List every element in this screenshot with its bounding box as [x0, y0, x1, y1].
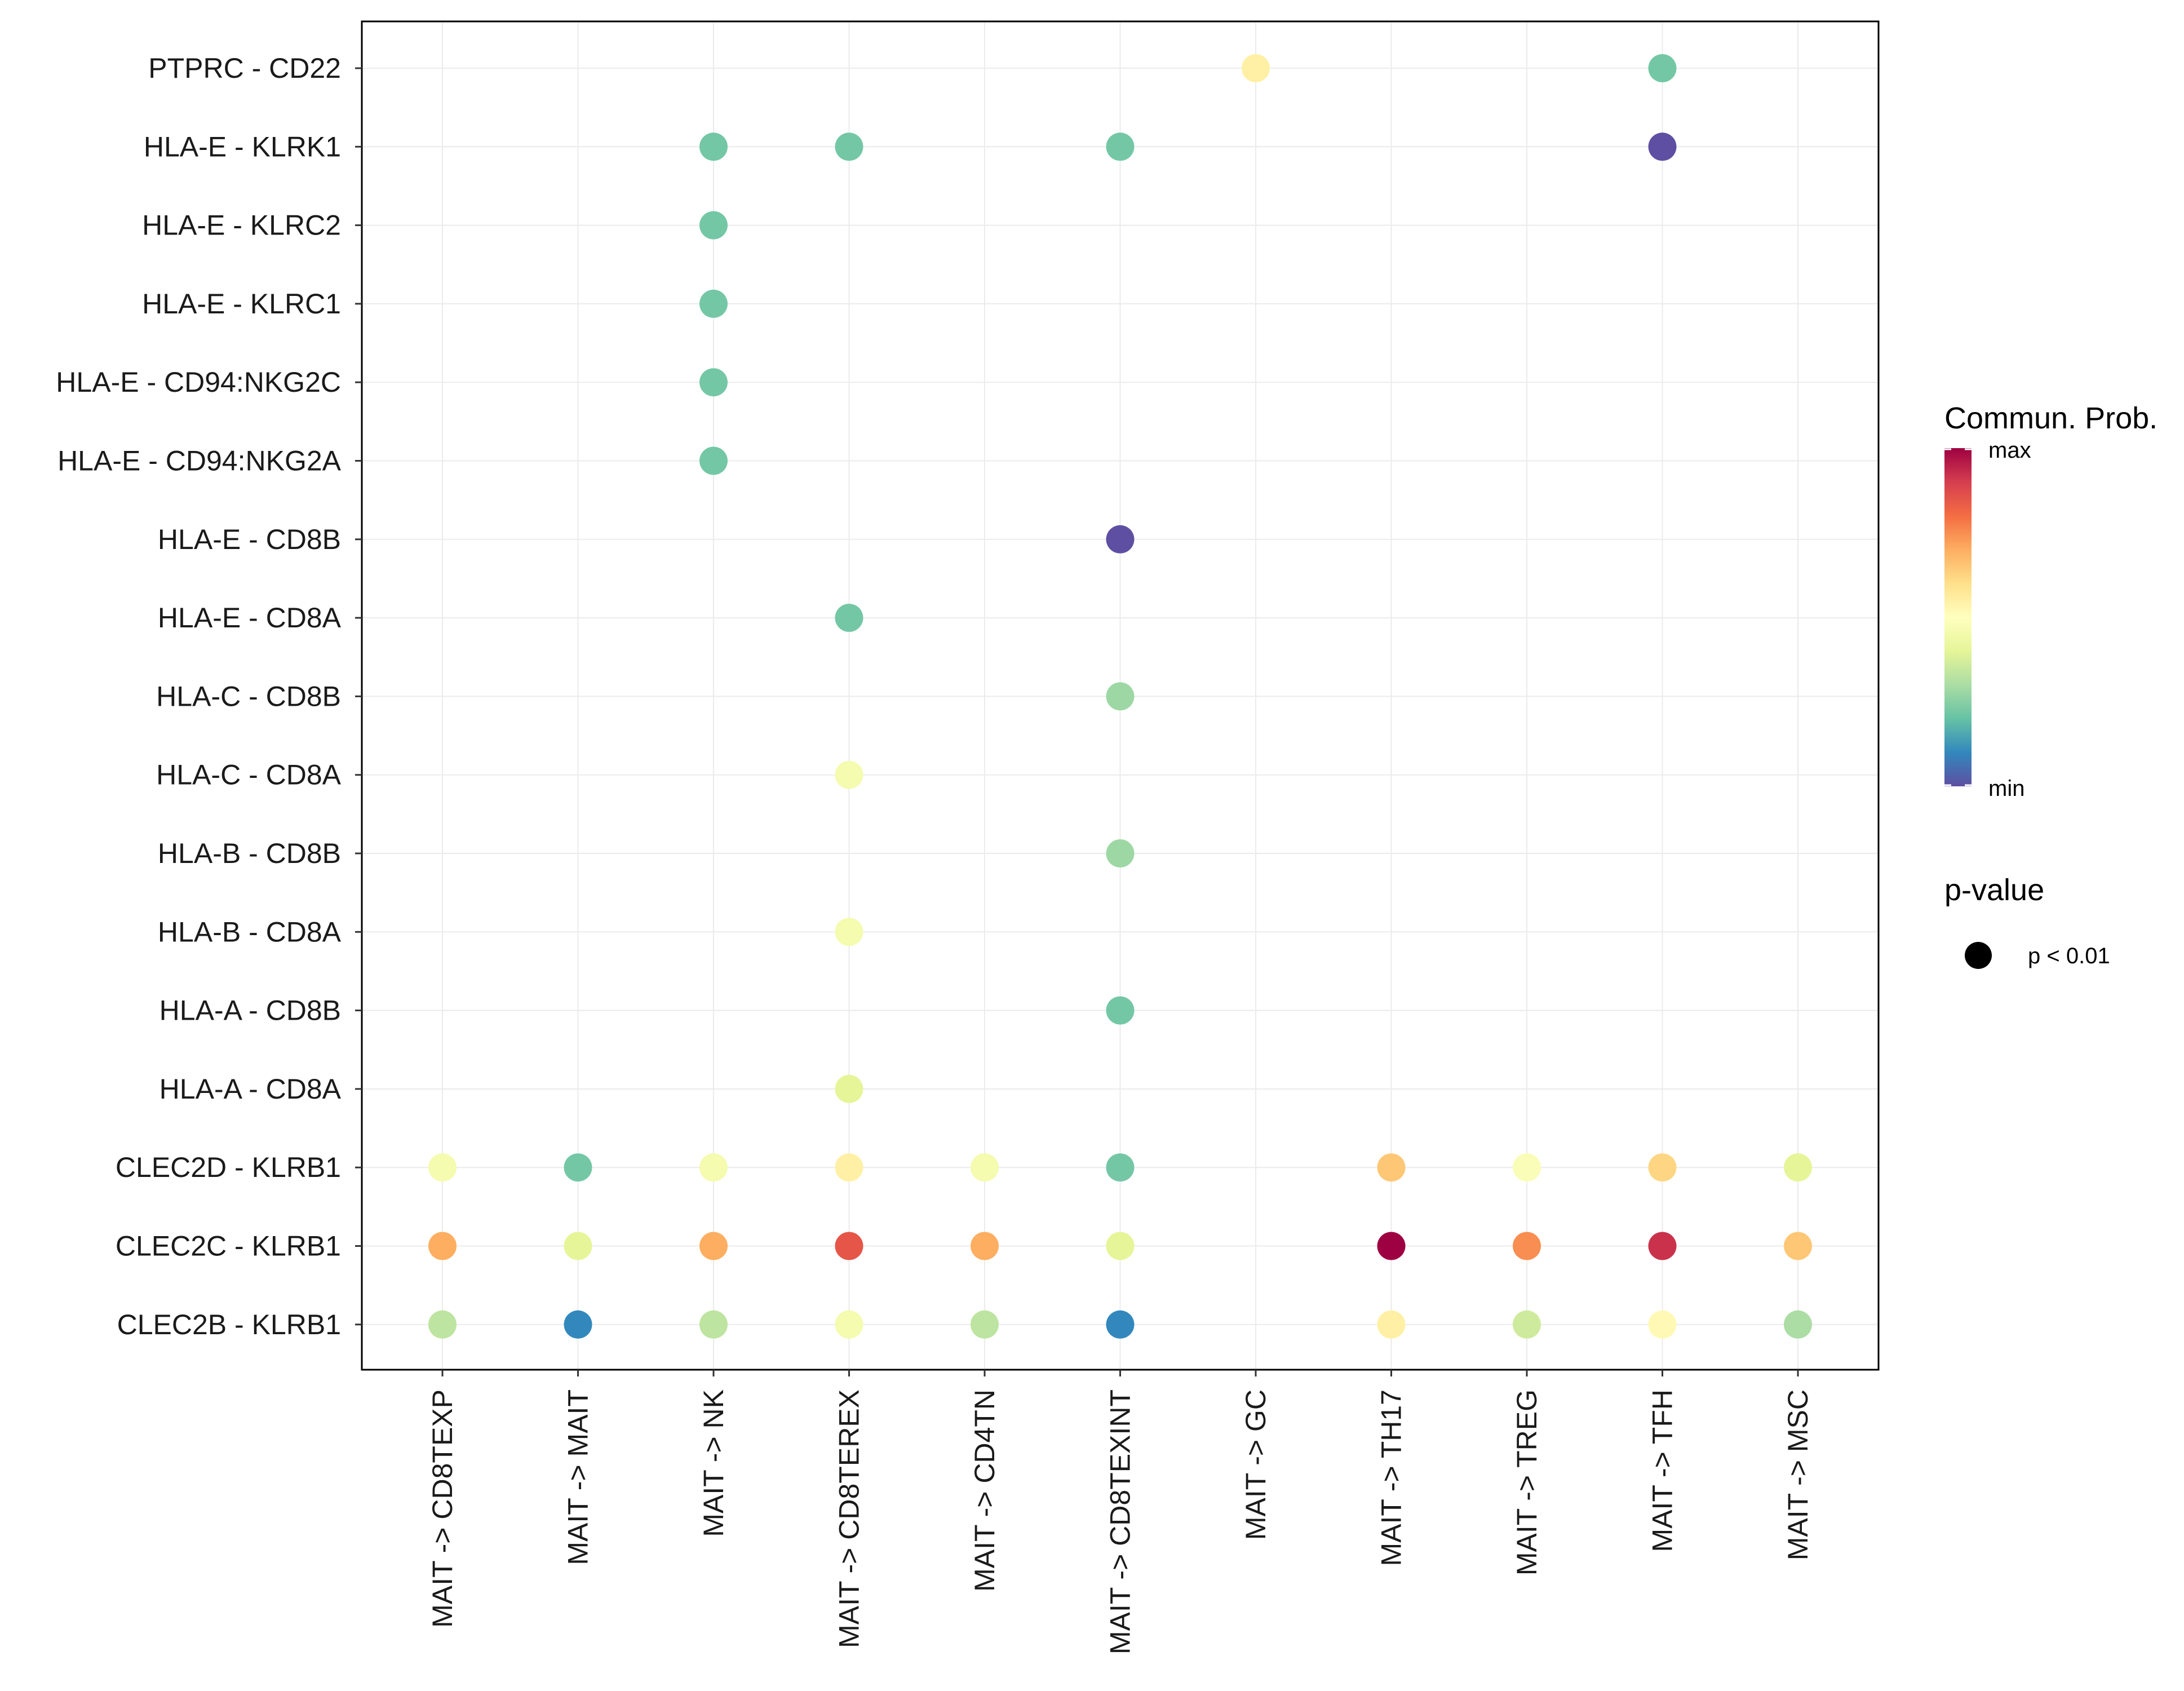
data-point	[971, 1310, 999, 1339]
data-point	[1648, 1310, 1677, 1339]
data-point	[1648, 1232, 1677, 1260]
data-point	[1377, 1310, 1406, 1339]
data-point	[1648, 132, 1677, 161]
data-point	[1106, 839, 1135, 867]
color-legend-bar	[1944, 448, 1972, 786]
data-point	[699, 368, 728, 397]
y-tick-label: HLA-E - CD8B	[158, 524, 341, 555]
x-tick-label: MAIT -> TH17	[1376, 1389, 1407, 1566]
data-point	[699, 1310, 728, 1339]
y-tick-label: HLA-E - CD8A	[158, 602, 342, 634]
data-point	[1648, 1153, 1677, 1182]
x-tick-label: MAIT -> MAIT	[562, 1389, 594, 1565]
color-legend-title: Commun. Prob.	[1944, 401, 2158, 435]
data-point	[1784, 1153, 1812, 1182]
x-tick-label: MAIT -> MSC	[1782, 1389, 1814, 1560]
size-legend-title: p-value	[1944, 873, 2044, 907]
data-point	[699, 1232, 728, 1260]
y-axis: PTPRC - CD22 HLA-E - KLRK1 HLA-E - KLRC2 HL…	[56, 52, 362, 1340]
size-legend-dot	[1965, 942, 1992, 969]
data-point	[835, 1153, 863, 1182]
data-point	[1377, 1232, 1406, 1260]
y-tick-label: HLA-C - CD8B	[156, 680, 341, 712]
y-tick-label: HLA-E - CD94:NKG2A	[57, 445, 342, 477]
data-point	[564, 1310, 592, 1339]
y-tick-label: HLA-E - KLRK1	[144, 131, 341, 162]
data-points	[428, 54, 1812, 1339]
data-point	[835, 1074, 863, 1103]
legend: Commun. Prob. max min p-value p < 0.01	[1944, 401, 2158, 969]
y-tick-label: HLA-B - CD8B	[158, 838, 341, 869]
data-point	[835, 604, 863, 632]
data-point	[1513, 1153, 1541, 1182]
data-point	[1513, 1232, 1541, 1260]
data-point	[699, 211, 728, 240]
y-tick-label: CLEC2B - KLRB1	[117, 1309, 341, 1340]
data-point	[835, 918, 863, 946]
data-point	[1784, 1232, 1812, 1260]
y-tick-label: HLA-B - CD8A	[158, 916, 342, 948]
data-point	[971, 1153, 999, 1182]
data-point	[835, 132, 863, 161]
data-point	[835, 1310, 863, 1339]
data-point	[699, 289, 728, 318]
color-legend-max-label: max	[1988, 438, 2031, 463]
data-point	[699, 1153, 728, 1182]
data-point	[1106, 1310, 1135, 1339]
data-point	[971, 1232, 999, 1260]
data-point	[835, 1232, 863, 1260]
x-tick-label: MAIT -> CD8TEXINT	[1105, 1389, 1136, 1654]
data-point	[564, 1232, 592, 1260]
y-tick-label: CLEC2D - KLRB1	[116, 1152, 341, 1183]
data-point	[1513, 1310, 1541, 1339]
data-point	[1106, 996, 1135, 1025]
data-point	[1106, 1153, 1135, 1182]
data-point	[564, 1153, 592, 1182]
x-axis: MAIT -> CD8TEXP MAIT -> MAIT MAIT -> NK MAI…	[427, 1370, 1814, 1654]
y-tick-label: HLA-A - CD8B	[160, 995, 341, 1026]
x-tick-label: MAIT -> TFH	[1647, 1389, 1678, 1552]
y-tick-label: HLA-E - KLRC1	[142, 288, 341, 320]
y-tick-label: HLA-E - CD94:NKG2C	[56, 366, 341, 398]
data-point	[1784, 1310, 1812, 1339]
data-point	[1106, 525, 1135, 554]
data-point	[699, 446, 728, 475]
data-point	[835, 760, 863, 789]
data-point	[428, 1153, 457, 1182]
data-point	[1106, 1232, 1135, 1260]
y-tick-label: HLA-A - CD8A	[160, 1073, 342, 1105]
data-point	[1106, 132, 1135, 161]
x-tick-label: MAIT -> CD8TEXP	[427, 1389, 458, 1628]
data-point	[1377, 1153, 1406, 1182]
data-point	[1106, 682, 1135, 711]
data-point	[699, 132, 728, 161]
data-point	[428, 1310, 457, 1339]
x-tick-label: MAIT -> GC	[1240, 1389, 1272, 1540]
x-tick-label: MAIT -> CD4TN	[969, 1389, 1000, 1592]
data-point	[1242, 54, 1270, 82]
data-point	[428, 1232, 457, 1260]
data-point	[1648, 54, 1677, 82]
x-tick-label: MAIT -> TREG	[1511, 1389, 1543, 1575]
color-legend-min-label: min	[1988, 776, 2024, 801]
x-tick-label: MAIT -> NK	[698, 1389, 729, 1537]
x-tick-label: MAIT -> CD8TEREX	[834, 1389, 865, 1648]
y-tick-label: HLA-E - KLRC2	[142, 210, 341, 241]
y-tick-label: HLA-C - CD8A	[156, 759, 341, 791]
size-legend-label: p < 0.01	[2028, 944, 2110, 968]
y-tick-label: CLEC2C - KLRB1	[116, 1230, 341, 1262]
y-tick-label: PTPRC - CD22	[148, 52, 341, 84]
